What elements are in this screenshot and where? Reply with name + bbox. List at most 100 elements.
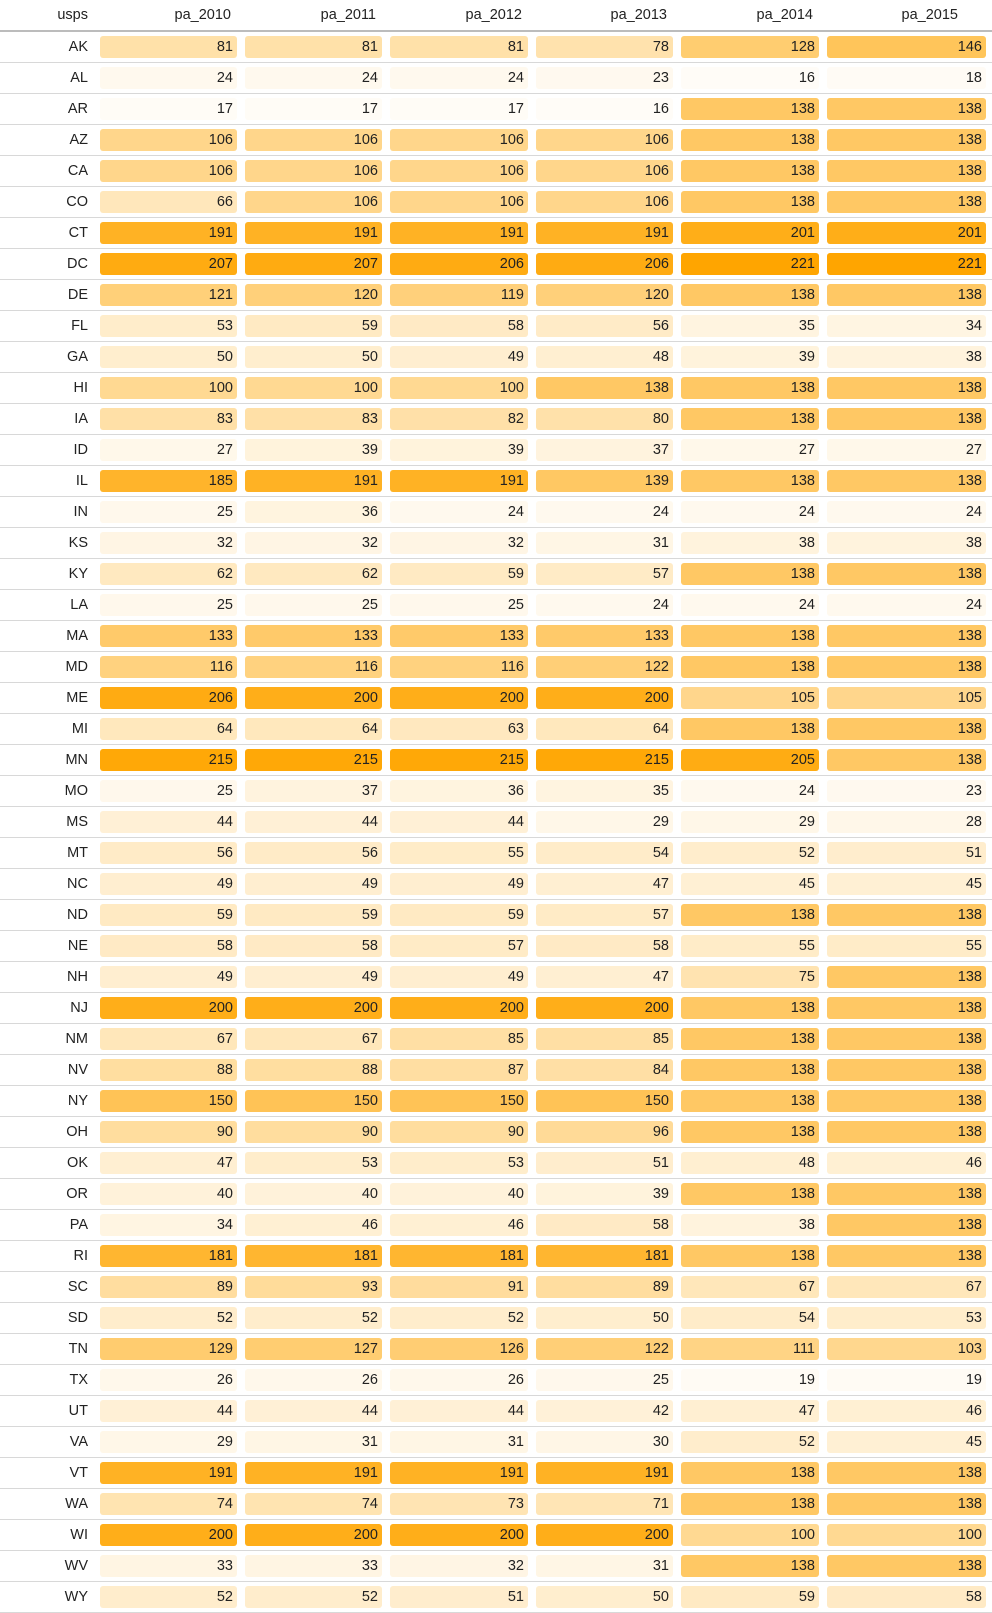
heat-bar: 45	[827, 1431, 986, 1453]
heat-bar: 44	[245, 1400, 382, 1422]
heat-bar: 201	[681, 222, 819, 244]
heat-bar: 52	[681, 1431, 819, 1453]
heat-bar: 138	[827, 1121, 986, 1143]
table-row: FL 53 59 58 56 35 34	[0, 310, 992, 342]
column-header-usps[interactable]: usps	[0, 0, 96, 32]
heat-bar: 127	[245, 1338, 382, 1360]
value-cell: 58	[823, 1581, 992, 1613]
value-cell: 181	[241, 1240, 386, 1272]
heat-bar: 67	[681, 1276, 819, 1298]
heat-bar: 133	[100, 625, 237, 647]
column-header-pa-2012[interactable]: pa_2012	[386, 0, 532, 32]
heat-bar: 84	[536, 1059, 673, 1081]
heat-bar: 121	[100, 284, 237, 306]
heat-bar: 133	[536, 625, 673, 647]
table-body: AK 81 81 81 78 128 146 AL 24 24 24 23 16 18 AR 17 17 17 16…	[0, 31, 992, 1613]
state-code-cell: WY	[0, 1581, 96, 1613]
heat-bar: 55	[390, 842, 528, 864]
heat-bar: 138	[681, 656, 819, 678]
value-cell: 133	[96, 620, 241, 652]
heat-bar: 138	[681, 408, 819, 430]
heat-bar: 25	[100, 501, 237, 523]
value-cell: 39	[386, 434, 532, 466]
value-cell: 18	[823, 62, 992, 94]
heat-bar: 29	[681, 811, 819, 833]
column-header-pa-2011[interactable]: pa_2011	[241, 0, 386, 32]
value-cell: 63	[386, 713, 532, 745]
column-header-pa-2013[interactable]: pa_2013	[532, 0, 677, 32]
column-header-pa-2014[interactable]: pa_2014	[677, 0, 823, 32]
heat-bar: 24	[827, 594, 986, 616]
table-row: MD 116 116 116 122 138 138	[0, 651, 992, 683]
heat-bar: 58	[245, 935, 382, 957]
value-cell: 138	[677, 620, 823, 652]
value-cell: 23	[823, 775, 992, 807]
value-cell: 29	[532, 806, 677, 838]
heat-bar: 116	[245, 656, 382, 678]
heat-bar: 116	[100, 656, 237, 678]
heat-bar: 83	[100, 408, 237, 430]
value-cell: 46	[823, 1395, 992, 1427]
heat-bar: 54	[681, 1307, 819, 1329]
value-cell: 27	[823, 434, 992, 466]
table-row: TX 26 26 26 25 19 19	[0, 1364, 992, 1396]
value-cell: 48	[532, 341, 677, 373]
value-cell: 100	[386, 372, 532, 404]
value-cell: 37	[532, 434, 677, 466]
state-code-cell: MO	[0, 775, 96, 807]
heat-bar: 50	[536, 1586, 673, 1608]
value-cell: 138	[823, 744, 992, 776]
value-cell: 138	[677, 155, 823, 187]
heat-bar: 40	[100, 1183, 237, 1205]
value-cell: 33	[241, 1550, 386, 1582]
state-code-cell: IA	[0, 403, 96, 435]
table-row: NY 150 150 150 150 138 138	[0, 1085, 992, 1117]
state-code-cell: CA	[0, 155, 96, 187]
heat-bar: 138	[827, 377, 986, 399]
value-cell: 138	[677, 186, 823, 218]
value-cell: 138	[823, 1550, 992, 1582]
heat-bar: 105	[827, 687, 986, 709]
heat-bar: 200	[390, 997, 528, 1019]
value-cell: 73	[386, 1488, 532, 1520]
heat-bar: 191	[536, 1462, 673, 1484]
value-cell: 106	[96, 155, 241, 187]
heat-bar: 191	[245, 470, 382, 492]
value-cell: 133	[241, 620, 386, 652]
heat-bar: 138	[681, 1059, 819, 1081]
heat-bar: 138	[536, 377, 673, 399]
value-cell: 53	[241, 1147, 386, 1179]
heat-bar: 36	[245, 501, 382, 523]
value-cell: 126	[386, 1333, 532, 1365]
state-code-cell: NJ	[0, 992, 96, 1024]
heat-bar: 191	[390, 222, 528, 244]
value-cell: 25	[532, 1364, 677, 1396]
heat-bar: 58	[536, 935, 673, 957]
heat-bar: 200	[536, 687, 673, 709]
value-cell: 49	[96, 868, 241, 900]
value-cell: 25	[96, 775, 241, 807]
heat-bar: 56	[100, 842, 237, 864]
value-cell: 39	[532, 1178, 677, 1210]
heat-bar: 29	[100, 1431, 237, 1453]
column-header-pa-2015[interactable]: pa_2015	[823, 0, 992, 32]
value-cell: 24	[386, 496, 532, 528]
heat-bar: 24	[245, 67, 382, 89]
heat-bar: 106	[536, 129, 673, 151]
value-cell: 59	[241, 899, 386, 931]
value-cell: 207	[96, 248, 241, 280]
heat-bar: 31	[536, 1555, 673, 1577]
value-cell: 138	[823, 1240, 992, 1272]
column-header-pa-2010[interactable]: pa_2010	[96, 0, 241, 32]
state-code-cell: AR	[0, 93, 96, 125]
value-cell: 138	[823, 93, 992, 125]
heat-bar: 23	[827, 780, 986, 802]
value-cell: 45	[823, 868, 992, 900]
value-cell: 138	[823, 1116, 992, 1148]
value-cell: 38	[823, 527, 992, 559]
value-cell: 58	[386, 310, 532, 342]
heat-bar: 181	[100, 1245, 237, 1267]
heat-bar: 46	[827, 1400, 986, 1422]
heat-bar: 122	[536, 1338, 673, 1360]
